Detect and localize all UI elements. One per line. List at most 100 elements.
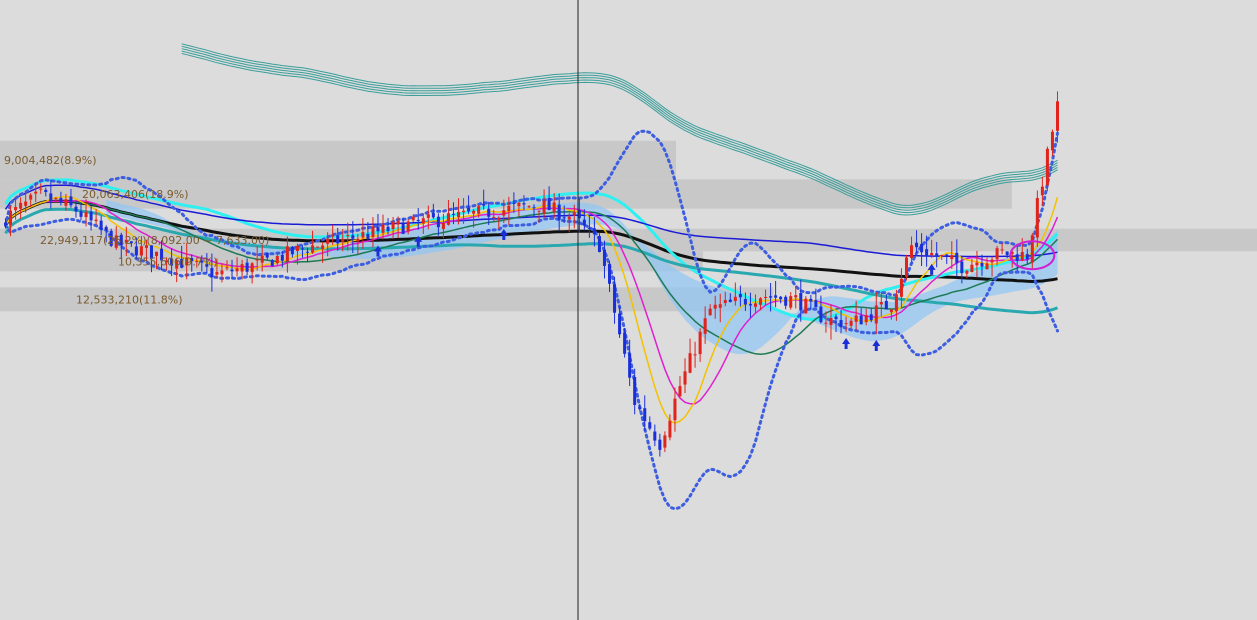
candle-body xyxy=(155,251,159,256)
candle-body xyxy=(1015,254,1019,261)
signal-markers xyxy=(373,229,936,352)
candle-body xyxy=(995,248,999,260)
candle-body xyxy=(205,263,209,267)
candle-body xyxy=(1000,249,1004,251)
candle-body xyxy=(844,323,848,325)
candle-body xyxy=(899,278,903,297)
candle-body xyxy=(260,255,264,263)
envelope-line xyxy=(181,50,1058,214)
candle-body xyxy=(99,220,103,230)
candle-body xyxy=(139,246,143,256)
candle-body xyxy=(386,226,390,232)
candle-body xyxy=(733,296,737,302)
candle-body xyxy=(44,189,48,193)
candle-body xyxy=(784,296,788,306)
candle-body xyxy=(300,248,304,250)
candle-body xyxy=(910,245,914,259)
buy-signal-marker xyxy=(927,263,936,275)
candle-body xyxy=(507,205,511,212)
candle-body xyxy=(94,219,98,222)
candle-body xyxy=(960,261,964,274)
candle-body xyxy=(114,235,118,248)
candle-body xyxy=(723,300,727,303)
candle-body xyxy=(175,260,179,269)
candle-body xyxy=(879,302,883,305)
envelope-line xyxy=(181,45,1058,209)
candle-body xyxy=(864,315,868,323)
candle-body xyxy=(487,208,491,217)
candle-body xyxy=(124,239,128,243)
candle-body xyxy=(567,216,571,220)
candle-body xyxy=(638,407,642,410)
candle-body xyxy=(708,308,712,316)
candle-body xyxy=(336,235,340,244)
candle-body xyxy=(200,260,204,263)
candle-body xyxy=(930,252,934,256)
candle-body xyxy=(59,197,63,203)
candle-body xyxy=(527,206,531,208)
volume-profile xyxy=(0,140,1257,312)
candle-body xyxy=(195,260,199,262)
candle-body xyxy=(165,260,169,263)
candle-body xyxy=(894,295,898,312)
candle-body xyxy=(592,228,596,235)
candle-body xyxy=(1040,186,1044,196)
volume-profile-bar xyxy=(0,140,676,180)
candle-body xyxy=(849,320,853,326)
candle-body xyxy=(1055,101,1059,131)
candle-body xyxy=(356,238,360,242)
candle-body xyxy=(698,331,702,355)
candle-body xyxy=(512,202,516,204)
candle-body xyxy=(89,211,93,221)
ma-black-line xyxy=(4,199,1058,284)
candle-body xyxy=(809,298,813,302)
candle-body xyxy=(9,210,13,226)
candle-body xyxy=(678,386,682,397)
candle-body xyxy=(24,201,28,206)
candle-body xyxy=(376,226,380,232)
candle-body xyxy=(295,245,299,252)
candle-body xyxy=(1030,235,1034,263)
candle-body xyxy=(1045,148,1049,186)
candle-body xyxy=(220,270,224,275)
candle-body xyxy=(215,271,219,275)
candle-body xyxy=(180,258,184,268)
candle-body xyxy=(940,254,944,256)
candle-body xyxy=(441,223,445,229)
candle-body xyxy=(804,298,808,314)
candle-body xyxy=(703,318,707,334)
volume-profile-bar xyxy=(0,228,1257,252)
candle-body xyxy=(391,221,395,229)
candle-body xyxy=(557,204,561,220)
candle-body xyxy=(950,255,954,260)
candle-body xyxy=(416,219,420,222)
candle-body xyxy=(280,254,284,261)
candle-body xyxy=(748,304,752,306)
candle-body xyxy=(769,296,773,298)
candle-body xyxy=(547,197,551,211)
candle-body xyxy=(824,322,828,324)
candle-body xyxy=(436,216,440,228)
candle-body xyxy=(29,194,33,200)
candle-body xyxy=(250,263,254,273)
candle-body xyxy=(170,258,174,266)
candle-body xyxy=(104,226,108,231)
candle-body xyxy=(688,353,692,373)
candle-body xyxy=(753,303,757,307)
candle-body xyxy=(779,296,783,300)
candle-body xyxy=(965,270,969,274)
candle-body xyxy=(190,258,194,262)
candle-body xyxy=(371,226,375,237)
candle-body xyxy=(980,263,984,267)
candle-body xyxy=(482,203,486,206)
candle-body xyxy=(74,206,78,212)
indicator-lines xyxy=(4,129,1059,511)
candle-body xyxy=(467,207,471,212)
candle-body xyxy=(472,210,476,214)
candle-body xyxy=(129,241,133,244)
candle-body xyxy=(522,203,526,205)
candle-body xyxy=(572,212,576,216)
candle-body xyxy=(316,246,320,248)
candle-body xyxy=(361,232,365,238)
candle-body xyxy=(794,295,798,298)
